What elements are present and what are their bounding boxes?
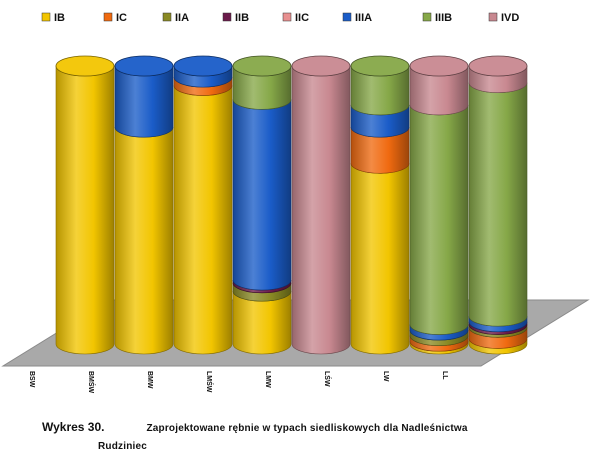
bar-top-lw (409, 55, 469, 77)
segment-lw-iiib (409, 104, 469, 335)
segment-ll-iiib (468, 82, 528, 327)
x-tick-bsw: BSW (28, 371, 35, 388)
x-tick-bmw: BMW (146, 371, 153, 389)
x-tick-ll: LL (441, 371, 448, 380)
legend: IB IC IIA IIB IIC IIIA IIIB IVD (41, 12, 519, 24)
legend-swatch-ivd (488, 12, 498, 22)
bar-ll (468, 55, 528, 355)
x-tick-lw: LW (382, 371, 389, 382)
caption-title: Zaprojektowane rębnie w typach siedlisko… (146, 423, 468, 434)
plot-area (55, 55, 528, 355)
x-tick-lmw: LMW (264, 371, 271, 388)
legend-swatch-ic (103, 12, 113, 22)
x-axis: BSW BMŚW BMW LMŚW LMW LŚW LW LL (28, 371, 448, 394)
bar-top-lsw (350, 55, 410, 77)
legend-item-iiia: IIIA (342, 12, 372, 24)
x-tick-lsw: LŚW (323, 371, 332, 387)
legend-label-iiia: IIIA (355, 12, 372, 24)
bar-lmw (291, 55, 351, 355)
legend-label-iiib: IIIB (435, 12, 452, 24)
bar-lw (409, 55, 469, 355)
legend-item-iic: IIC (282, 12, 309, 24)
legend-label-iib: IIB (235, 12, 249, 24)
x-tick-lmsw: LMŚW (205, 371, 214, 393)
legend-item-iiib: IIIB (422, 12, 452, 24)
bar-lsw (350, 55, 410, 355)
legend-swatch-iib (222, 12, 232, 22)
legend-item-ivd: IVD (488, 12, 519, 24)
legend-swatch-iia (162, 12, 172, 22)
bar-lmsw (232, 55, 292, 355)
stacked-cylinder-chart: IB IC IIA IIB IIC IIIA IIIB IVD BSW BMŚW BMW LMŚW L… (1, 12, 590, 394)
legend-item-iia: IIA (162, 12, 189, 24)
segment-bmsw-iiia (114, 65, 174, 138)
segment-lmw-ivd (291, 65, 351, 355)
legend-label-ic: IC (116, 12, 127, 24)
legend-item-ib: IB (41, 12, 65, 24)
legend-swatch-ib (41, 12, 51, 22)
caption-number: Wykres 30. (42, 420, 105, 434)
figure-caption: Wykres 30. Zaprojektowane rębnie w typac… (42, 418, 582, 452)
legend-label-ivd: IVD (501, 12, 519, 24)
segment-bmw-ib (173, 85, 233, 355)
bar-top-ll (468, 55, 528, 77)
legend-swatch-iic (282, 12, 292, 22)
bar-top-lmsw (232, 55, 292, 77)
caption-title-line2: Rudziniec (98, 441, 148, 452)
legend-label-iia: IIA (175, 12, 189, 24)
segment-lsw-ib (350, 163, 410, 355)
bar-top-bmsw (114, 55, 174, 77)
bar-top-bmw (173, 55, 233, 77)
x-tick-bmsw: BMŚW (87, 371, 96, 394)
segment-lmsw-iiia (232, 99, 292, 291)
bar-bmw (173, 55, 233, 355)
bar-bmsw (114, 55, 174, 355)
legend-swatch-iiia (342, 12, 352, 22)
bar-bsw (55, 55, 115, 355)
legend-label-iic: IIC (295, 12, 309, 24)
bar-top-lmw (291, 55, 351, 77)
segment-bsw-ib (55, 65, 115, 355)
bar-top-bsw (55, 55, 115, 77)
legend-swatch-iiib (422, 12, 432, 22)
legend-label-ib: IB (54, 12, 65, 24)
legend-item-iib: IIB (222, 12, 249, 24)
legend-item-ic: IC (103, 12, 127, 24)
segment-bmsw-ib (114, 127, 174, 355)
